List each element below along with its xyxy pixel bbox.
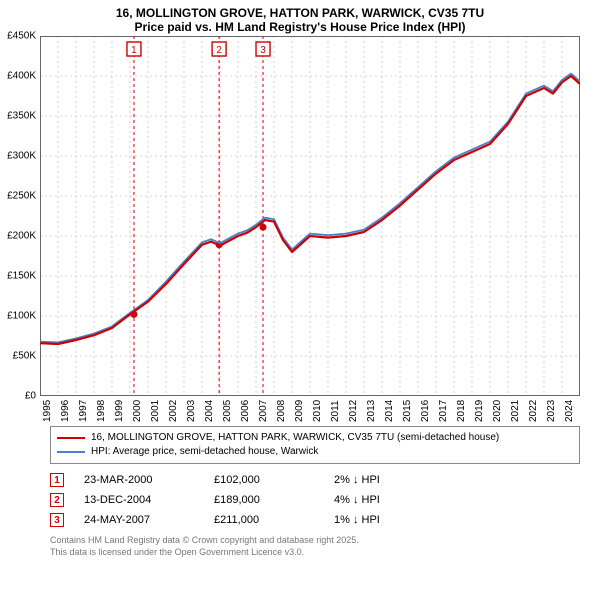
transactions-table: 1 23-MAR-2000 £102,000 2% ↓ HPI 2 13-DEC-2004… <box>50 470 580 530</box>
x-tick-label: 2008 <box>276 400 287 422</box>
footer-line1: Contains HM Land Registry data © Crown c… <box>50 534 580 546</box>
x-tick-label: 1998 <box>96 400 107 422</box>
chart-title-line1: 16, MOLLINGTON GROVE, HATTON PARK, WARWI… <box>0 6 600 20</box>
y-tick-label: £50K <box>13 351 36 362</box>
x-tick-label: 2020 <box>492 400 503 422</box>
x-tick-label: 1997 <box>78 400 89 422</box>
x-tick-label: 2012 <box>348 400 359 422</box>
svg-text:3: 3 <box>260 45 266 56</box>
x-tick-label: 2003 <box>186 400 197 422</box>
x-tick-label: 2000 <box>132 400 143 422</box>
x-tick-label: 2009 <box>294 400 305 422</box>
transaction-marker: 2 <box>50 493 64 507</box>
y-tick-label: £400K <box>7 71 36 82</box>
x-tick-label: 2018 <box>456 400 467 422</box>
x-tick-label: 1999 <box>114 400 125 422</box>
x-axis-labels: 1995199619971998199920002001200220032004… <box>50 400 590 440</box>
transaction-date: 24-MAY-2007 <box>84 514 194 526</box>
legend-label: HPI: Average price, semi-detached house,… <box>91 445 318 459</box>
x-tick-label: 2011 <box>330 400 341 422</box>
transaction-diff: 4% ↓ HPI <box>334 494 454 506</box>
y-tick-label: £350K <box>7 111 36 122</box>
transaction-marker: 3 <box>50 513 64 527</box>
svg-text:2: 2 <box>216 45 222 56</box>
transaction-price: £102,000 <box>214 474 314 486</box>
transaction-diff: 1% ↓ HPI <box>334 514 454 526</box>
y-tick-label: £250K <box>7 191 36 202</box>
chart-title-line2: Price paid vs. HM Land Registry's House … <box>0 20 600 34</box>
legend-swatch <box>57 451 85 453</box>
x-tick-label: 2002 <box>168 400 179 422</box>
x-tick-label: 2017 <box>438 400 449 422</box>
x-tick-label: 1996 <box>60 400 71 422</box>
svg-text:1: 1 <box>131 45 137 56</box>
transaction-diff: 2% ↓ HPI <box>334 474 454 486</box>
legend-item: HPI: Average price, semi-detached house,… <box>57 445 573 459</box>
x-tick-label: 2019 <box>474 400 485 422</box>
transaction-marker: 1 <box>50 473 64 487</box>
y-tick-label: £100K <box>7 311 36 322</box>
y-tick-label: £0 <box>25 391 36 402</box>
x-tick-label: 2022 <box>528 400 539 422</box>
x-tick-label: 2005 <box>222 400 233 422</box>
transaction-date: 23-MAR-2000 <box>84 474 194 486</box>
y-tick-label: £300K <box>7 151 36 162</box>
line-chart-svg: 1 2 3 <box>40 36 580 396</box>
y-tick-label: £200K <box>7 231 36 242</box>
transaction-price: £189,000 <box>214 494 314 506</box>
x-tick-label: 2001 <box>150 400 161 422</box>
x-tick-label: 2015 <box>402 400 413 422</box>
x-tick-label: 2014 <box>384 400 395 422</box>
x-tick-label: 1995 <box>42 400 53 422</box>
footer-line2: This data is licensed under the Open Gov… <box>50 546 580 558</box>
chart-title-block: 16, MOLLINGTON GROVE, HATTON PARK, WARWI… <box>0 0 600 36</box>
transaction-price: £211,000 <box>214 514 314 526</box>
transaction-row: 1 23-MAR-2000 £102,000 2% ↓ HPI <box>50 470 580 490</box>
y-tick-label: £150K <box>7 271 36 282</box>
x-tick-label: 2021 <box>510 400 521 422</box>
x-tick-label: 2016 <box>420 400 431 422</box>
y-axis-labels: £0£50K£100K£150K£200K£250K£300K£350K£400… <box>0 36 38 396</box>
transaction-row: 2 13-DEC-2004 £189,000 4% ↓ HPI <box>50 490 580 510</box>
x-tick-label: 2024 <box>564 400 575 422</box>
y-tick-label: £450K <box>7 31 36 42</box>
chart-area: 1 2 3 <box>40 36 600 416</box>
x-tick-label: 2023 <box>546 400 557 422</box>
x-tick-label: 2007 <box>258 400 269 422</box>
transaction-row: 3 24-MAY-2007 £211,000 1% ↓ HPI <box>50 510 580 530</box>
transaction-date: 13-DEC-2004 <box>84 494 194 506</box>
x-tick-label: 2010 <box>312 400 323 422</box>
x-tick-label: 2013 <box>366 400 377 422</box>
footer-attribution: Contains HM Land Registry data © Crown c… <box>50 534 580 558</box>
x-tick-label: 2004 <box>204 400 215 422</box>
x-tick-label: 2006 <box>240 400 251 422</box>
